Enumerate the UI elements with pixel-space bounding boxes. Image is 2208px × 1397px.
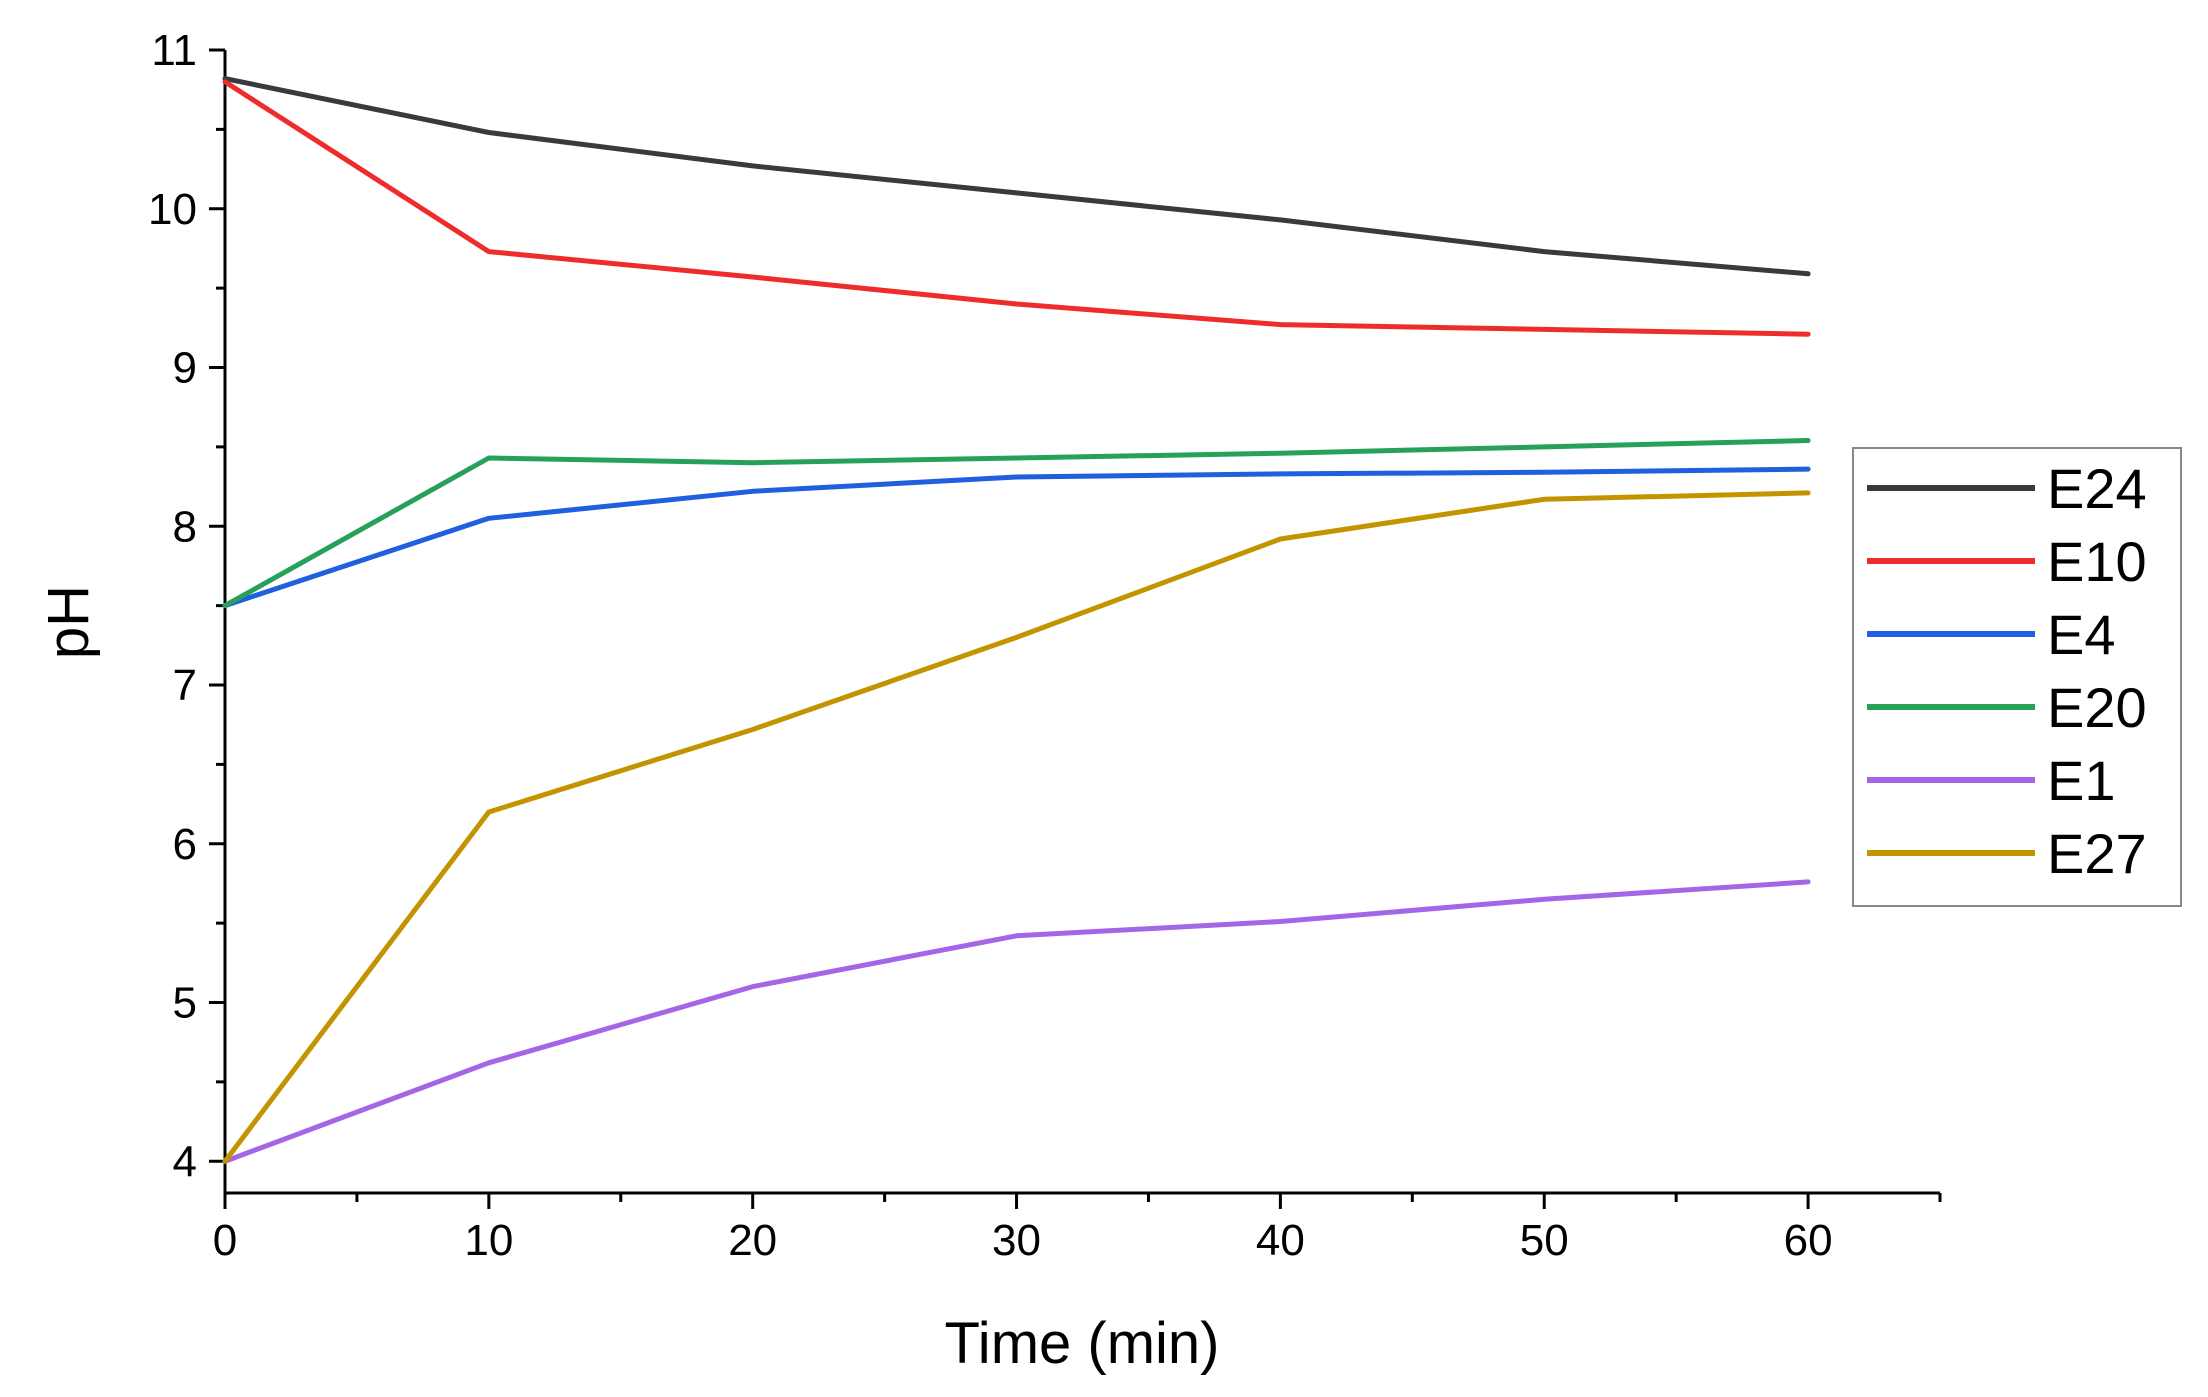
series-line-e27 [222,490,1811,1164]
y-tick-label: 10 [148,185,197,234]
x-axis-title: Time (min) [945,1311,1220,1376]
legend-label-e10: E10 [2047,530,2147,593]
y-tick-label: 6 [173,820,197,869]
y-axis-title: pH [36,585,101,659]
series-line-e24 [222,76,1811,277]
y-tick-label: 4 [173,1137,197,1186]
y-tick-label: 8 [173,502,197,551]
x-tick-label: 50 [1520,1216,1569,1265]
x-tick-label: 40 [1256,1216,1305,1265]
axes [223,50,1940,1195]
legend-label-e27: E27 [2047,822,2147,885]
series-line-e20 [222,438,1811,609]
legend-label-e20: E20 [2047,676,2147,739]
x-tick-label: 20 [728,1216,777,1265]
y-tick-label: 7 [173,661,197,710]
series-line-e1 [222,879,1811,1164]
x-tick-label: 60 [1784,1216,1833,1265]
series-line-e4 [222,466,1811,609]
series-line-e10 [222,79,1811,337]
x-tick-label: 10 [464,1216,513,1265]
x-tick-label: 30 [992,1216,1041,1265]
y-tick-label: 11 [151,26,197,75]
y-tick-label: 5 [173,979,197,1028]
legend-label-e4: E4 [2047,603,2116,666]
y-tick-label: 9 [173,344,197,393]
legend: E24 E10 E4 E20 E1 E27 [1852,447,2182,907]
legend-label-e24: E24 [2047,457,2147,520]
x-tick-label: 0 [213,1216,237,1265]
legend-label-e1: E1 [2047,749,2116,812]
series-lines [222,76,1811,1164]
ticks: 0 10 20 30 40 50 60 4 5 6 7 8 9 10 11 [148,26,1942,1265]
legend-box [1852,447,2182,907]
